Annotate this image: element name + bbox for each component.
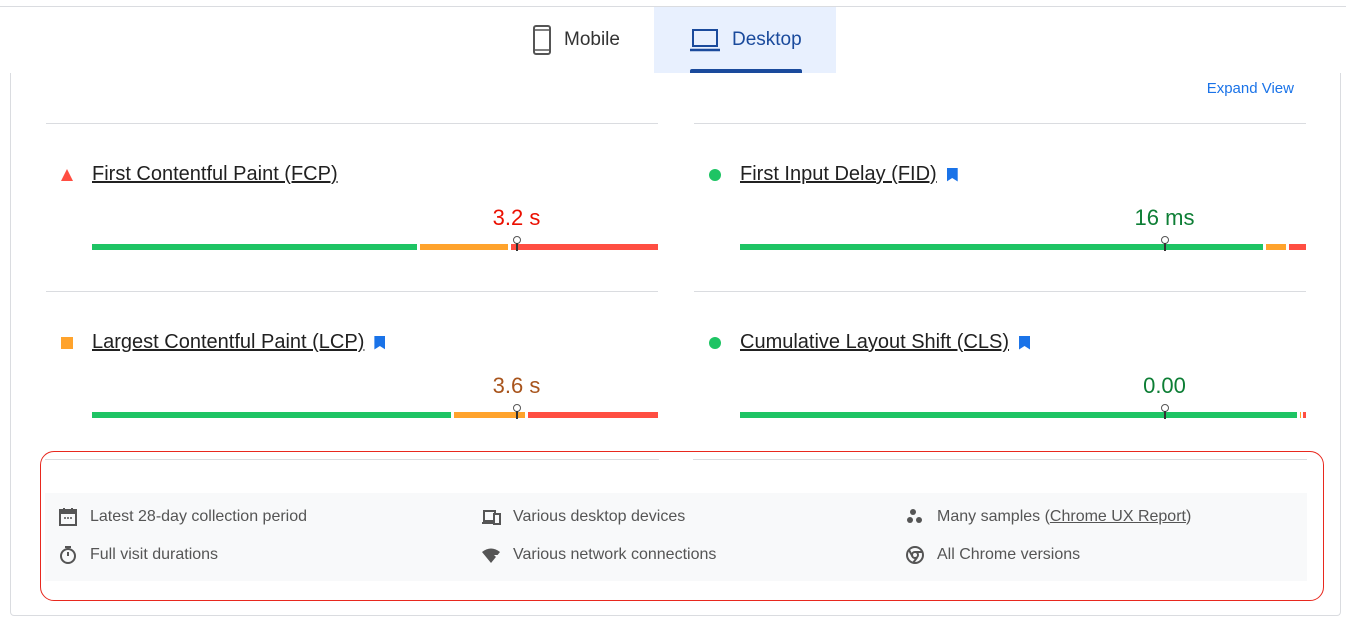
divider <box>46 291 658 292</box>
highlight-outline <box>40 451 1324 601</box>
poor-segment <box>527 412 658 418</box>
samples-icon <box>907 509 922 523</box>
network-icon <box>482 548 500 563</box>
info-text: All Chrome versions <box>937 546 1081 563</box>
divider <box>694 123 1306 124</box>
good-segment <box>740 244 1264 250</box>
metric-value: 3.2 s <box>492 205 541 230</box>
needs-improvement-segment <box>1266 244 1286 250</box>
average-square-icon <box>61 337 73 349</box>
info-samples: Many samples (Chrome UX Report) <box>905 507 1191 527</box>
good-segment <box>92 412 452 418</box>
metric-value: 0.00 <box>1143 373 1186 398</box>
poor-segment <box>1303 412 1306 418</box>
chrome-icon <box>906 546 924 564</box>
poor-segment <box>510 244 658 250</box>
bookmark-icon <box>1019 335 1031 350</box>
value-marker <box>512 236 521 251</box>
info-text: Various network connections <box>513 546 717 563</box>
devices-icon <box>482 510 501 525</box>
distribution-bar <box>92 236 658 251</box>
metric-name-link[interactable]: First Contentful Paint (FCP) <box>92 163 338 185</box>
poor-segment <box>1289 244 1306 250</box>
field-data-card <box>10 73 1341 616</box>
info-text: Various desktop devices <box>513 508 686 525</box>
chrome-ux-report-link[interactable]: Chrome UX Report <box>1049 508 1186 525</box>
info-durations: Full visit durations <box>58 545 218 565</box>
metric-value: 16 ms <box>1134 205 1195 230</box>
divider <box>694 291 1306 292</box>
tab-desktop[interactable]: Desktop <box>653 7 836 73</box>
stopwatch-icon <box>60 546 76 564</box>
metric-name-link[interactable]: Largest Contentful Paint (LCP) <box>92 331 365 353</box>
tab-mobile[interactable]: Mobile <box>520 7 654 73</box>
data-info-panel: Latest 28-day collection period Full vis… <box>45 493 1307 581</box>
tab-mobile-label: Mobile <box>564 29 620 50</box>
info-text: Many samples (Chrome UX Report) <box>937 508 1191 526</box>
needs-improvement-segment <box>1300 412 1302 418</box>
device-tabs: Mobile Desktop <box>520 7 836 73</box>
laptop-icon <box>689 29 720 52</box>
metric-header: Largest Contentful Paint (LCP) <box>61 331 386 354</box>
expand-view-link[interactable]: Expand View <box>1206 80 1294 97</box>
calendar-icon <box>59 508 77 526</box>
metric-name-link[interactable]: Cumulative Layout Shift (CLS) <box>740 331 1010 353</box>
info-collection-period: Latest 28-day collection period <box>58 507 307 527</box>
smartphone-icon <box>533 25 551 55</box>
needs-improvement-segment <box>454 412 525 418</box>
metric-name-link[interactable]: First Input Delay (FID) <box>740 163 937 185</box>
divider <box>45 459 659 460</box>
value-marker <box>1160 236 1169 251</box>
info-text: Latest 28-day collection period <box>90 508 308 525</box>
metric-header: First Contentful Paint (FCP) <box>61 163 338 186</box>
good-segment <box>92 244 418 250</box>
divider <box>693 459 1307 460</box>
tab-desktop-label: Desktop <box>731 29 802 50</box>
distribution-bar <box>740 236 1306 251</box>
distribution-bar <box>92 404 658 419</box>
bookmark-icon <box>374 335 386 350</box>
metric-header: Cumulative Layout Shift (CLS) <box>709 331 1031 354</box>
divider <box>46 123 658 124</box>
top-divider <box>0 6 1346 7</box>
distribution-bar <box>740 404 1306 419</box>
metric-header: First Input Delay (FID) <box>709 163 958 186</box>
info-text-suffix: ) <box>1185 508 1192 525</box>
info-network: Various network connections <box>481 545 716 565</box>
value-marker <box>512 404 521 419</box>
bookmark-icon <box>946 167 958 182</box>
info-text-prefix: Many samples ( <box>937 508 1050 525</box>
poor-triangle-icon <box>61 169 73 181</box>
value-marker <box>1160 404 1169 419</box>
metric-value: 3.6 s <box>492 373 541 398</box>
info-text: Full visit durations <box>90 546 219 563</box>
info-devices: Various desktop devices <box>481 507 685 527</box>
good-circle-icon <box>709 169 721 181</box>
needs-improvement-segment <box>420 244 508 250</box>
good-circle-icon <box>709 337 721 349</box>
good-segment <box>740 412 1298 418</box>
info-chrome: All Chrome versions <box>905 545 1080 565</box>
